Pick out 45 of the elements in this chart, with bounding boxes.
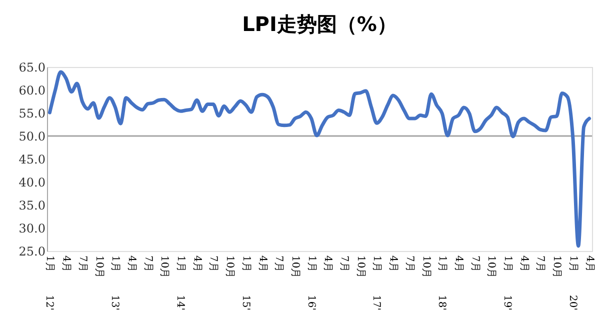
x-tick-label: 7月 <box>142 256 154 272</box>
x-tick-label: 7月 <box>534 256 546 272</box>
y-tick-label: 50.0 <box>18 130 46 144</box>
category-label: 1月 17' <box>370 256 382 310</box>
x-tick-label: 4月 <box>452 256 464 272</box>
x-tick-label: 4月 <box>60 256 72 272</box>
x-tick-label: 10月 <box>486 256 497 278</box>
x-tick-label: 10月 <box>354 256 366 278</box>
x-tick-label: 10月 <box>93 256 104 278</box>
category-label: 1月 12' <box>44 256 56 310</box>
x-tick-label: 4月 <box>322 256 334 272</box>
category-label: 1月 19' <box>502 256 514 310</box>
x-tick-label: 10月 <box>158 256 170 278</box>
category-label: 1月 15' <box>240 256 252 310</box>
y-tick-label: 35.0 <box>18 198 46 212</box>
x-tick-label: 4月 <box>256 256 268 272</box>
x-tick-label: 7月 <box>76 256 88 272</box>
y-tick-label: 65.0 <box>18 60 46 74</box>
x-tick-label: 4月 <box>584 256 595 272</box>
x-tick-label: 10月 <box>289 256 300 278</box>
x-tick-label: 4月 <box>191 256 202 272</box>
category-label: 1月 18' <box>436 256 448 310</box>
y-tick-label: 45.0 <box>18 152 46 166</box>
category-label: 1月 16' <box>305 256 317 310</box>
x-tick-label: 7月 <box>469 256 480 272</box>
x-tick-label: 7月 <box>208 256 219 272</box>
line-series <box>48 70 592 248</box>
x-tick-label: 7月 <box>338 256 350 272</box>
x-tick-label: 4月 <box>388 256 399 272</box>
x-tick-label: 10月 <box>420 256 432 278</box>
x-tick-label: 4月 <box>126 256 137 272</box>
y-tick-label: 30.0 <box>18 222 46 236</box>
x-tick-label: 10月 <box>224 256 236 278</box>
x-tick-label: 4月 <box>518 256 530 272</box>
y-tick-label: 25.0 <box>18 244 46 258</box>
x-tick-label: 7月 <box>273 256 284 272</box>
y-tick-label: 60.0 <box>18 84 46 98</box>
y-tick-label: 40.0 <box>18 176 46 190</box>
x-tick-label: 10月 <box>551 256 562 278</box>
category-label: 1月 13' <box>109 256 121 310</box>
category-label: 1月 14' <box>174 256 186 310</box>
chart-title: LPI走势图（%） <box>242 12 397 36</box>
x-tick-label: 7月 <box>404 256 415 272</box>
y-tick-label: 55.0 <box>18 106 46 120</box>
category-label: 1月 20' <box>566 256 578 310</box>
